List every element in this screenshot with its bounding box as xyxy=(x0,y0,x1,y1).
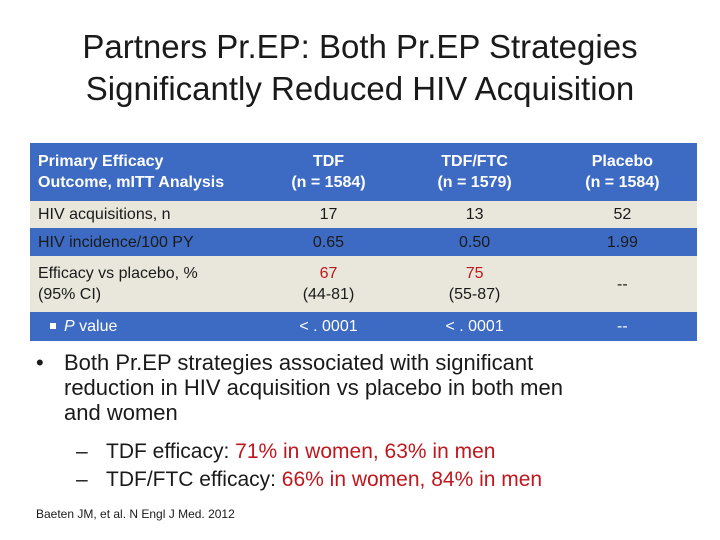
bullet-main-line1: Both Pr.EP strategies associated with si… xyxy=(64,350,534,375)
header-placebo: Placebo (n = 1584) xyxy=(548,143,697,201)
header-tdf: TDF (n = 1584) xyxy=(256,143,402,201)
row-label-line1: Efficacy vs placebo, % xyxy=(38,265,198,282)
header-tdf-line2: (n = 1584) xyxy=(291,174,366,191)
cell-tdf-ci: (44-81) xyxy=(302,286,355,303)
square-bullet-icon xyxy=(50,322,56,329)
cell-tdf: 67 (44-81) xyxy=(256,256,402,312)
title-line-1: Partners Pr.EP: Both Pr.EP Strategies xyxy=(82,28,638,65)
header-tdfftc: TDF/FTC (n = 1579) xyxy=(401,143,547,201)
p-value-label: value xyxy=(74,318,118,335)
row-label: HIV incidence/100 PY xyxy=(38,233,194,251)
sub-bullet-tdfftc-prefix: TDF/FTC efficacy: xyxy=(106,468,282,491)
header-outcome: Primary Efficacy Outcome, mITT Analysis xyxy=(30,143,256,201)
title-line-2: Significantly Reduced HIV Acquisition xyxy=(85,70,635,107)
sub-bullet-tdf-value: 71% in women, 63% in men xyxy=(235,440,496,463)
row-label: P value xyxy=(30,312,256,341)
table-row: HIV acquisitions, n 17 13 52 xyxy=(30,201,697,228)
cell-tdfftc: 13 xyxy=(465,206,484,223)
table-row: P value < . 0001 < . 0001 -- xyxy=(30,312,697,341)
reference-citation: Baeten JM, et al. N Engl J Med. 2012 xyxy=(36,507,235,521)
efficacy-table: Primary Efficacy Outcome, mITT Analysis … xyxy=(30,143,697,341)
table-header-row: Primary Efficacy Outcome, mITT Analysis … xyxy=(30,143,697,201)
cell-tdfftc-ci: (55-87) xyxy=(448,286,501,303)
cell-tdfftc: 75 (55-87) xyxy=(401,256,547,312)
header-outcome-line1: Primary Efficacy xyxy=(38,153,164,170)
cell-tdf: 17 xyxy=(319,206,338,223)
cell-tdfftc-value: 75 xyxy=(465,265,484,282)
row-label: Efficacy vs placebo, % (95% CI) xyxy=(30,256,256,312)
p-italic: P xyxy=(64,318,75,335)
cell-placebo: -- xyxy=(617,318,628,335)
cell-tdfftc: 0.50 xyxy=(459,233,491,251)
bullet-main-line3: and women xyxy=(64,400,178,425)
cell-tdf-value: 67 xyxy=(319,265,338,282)
cell-tdf: 0.65 xyxy=(312,233,345,251)
cell-tdf: < . 0001 xyxy=(299,318,358,335)
cell-placebo: 52 xyxy=(613,206,632,223)
cell-tdfftc: < . 0001 xyxy=(445,318,504,335)
header-tdf-line1: TDF xyxy=(312,153,345,170)
header-placebo-line1: Placebo xyxy=(591,153,654,170)
sub-bullet-tdfftc-value: 66% in women, 84% in men xyxy=(281,468,543,491)
header-tdfftc-line1: TDF/FTC xyxy=(441,153,508,170)
bullet-main-line2: reduction in HIV acquisition vs placebo … xyxy=(64,375,563,400)
header-tdfftc-line2: (n = 1579) xyxy=(437,174,512,191)
sub-bullet-tdfftc: – TDF/FTC efficacy: 66% in women, 84% in … xyxy=(36,466,706,494)
dash-icon: – xyxy=(76,440,88,463)
slide-title: Partners Pr.EP: Both Pr.EP Strategies Si… xyxy=(0,26,720,110)
header-placebo-line2: (n = 1584) xyxy=(585,174,660,191)
bullet-list: • Both Pr.EP strategies associated with … xyxy=(36,350,706,494)
bullet-main: • Both Pr.EP strategies associated with … xyxy=(36,350,706,425)
row-label-line2: (95% CI) xyxy=(38,286,102,303)
table-row: HIV incidence/100 PY 0.65 0.50 1.99 xyxy=(30,228,697,256)
sub-bullet-tdf-prefix: TDF efficacy: xyxy=(106,440,236,463)
bullet-dot-icon: • xyxy=(36,350,44,375)
dash-icon: – xyxy=(76,468,88,491)
cell-placebo: 1.99 xyxy=(606,233,638,251)
sub-bullet-tdf: – TDF efficacy: 71% in women, 63% in men xyxy=(36,438,706,466)
row-label: HIV acquisitions, n xyxy=(38,206,171,223)
table-row: Efficacy vs placebo, % (95% CI) 67 (44-8… xyxy=(30,256,697,312)
header-outcome-line2: Outcome, mITT Analysis xyxy=(38,174,225,191)
cell-placebo: -- xyxy=(617,275,628,293)
